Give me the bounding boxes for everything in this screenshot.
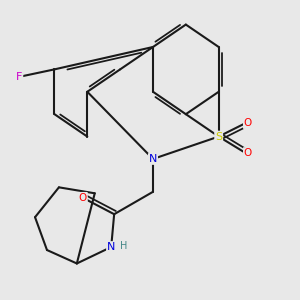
- Text: N: N: [149, 154, 157, 164]
- Text: N: N: [107, 242, 116, 252]
- Text: F: F: [16, 72, 22, 82]
- Text: O: O: [244, 148, 252, 158]
- Text: S: S: [215, 132, 222, 142]
- Text: H: H: [119, 241, 127, 250]
- Text: O: O: [244, 118, 252, 128]
- Text: O: O: [79, 193, 87, 203]
